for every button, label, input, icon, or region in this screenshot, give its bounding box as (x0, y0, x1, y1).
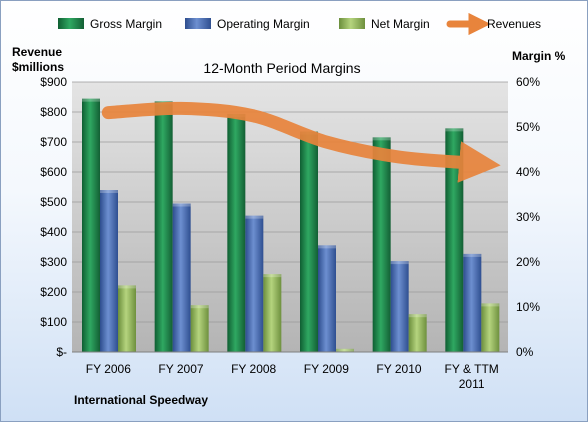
operating-margin-bar-highlight (172, 203, 191, 207)
y-right-tick-label: 10% (516, 300, 540, 314)
legend-label-revenues: Revenues (487, 17, 541, 31)
y-right-tick-label: 30% (516, 210, 540, 224)
x-tick-label: FY & TTM (445, 362, 499, 376)
net-margin-bar (263, 274, 282, 352)
gross-margin-bar (227, 113, 246, 352)
gross-margin-bar (82, 98, 100, 353)
operating-margin-bar-highlight (463, 253, 482, 257)
net-margin-bar-highlight (263, 274, 282, 278)
operating-margin-bar (100, 190, 118, 352)
gross-margin-bar (154, 101, 173, 352)
gross-margin-bar (300, 131, 318, 352)
net-margin-bar (190, 305, 209, 352)
y-right-label: Margin % (512, 49, 566, 63)
net-margin-bar-highlight (118, 285, 136, 289)
gross-margin-bar (372, 137, 391, 352)
x-tick-label: FY 2009 (304, 362, 349, 376)
y-right-tick-label: 40% (516, 165, 540, 179)
operating-margin-bar-highlight (100, 190, 118, 193)
legend-swatch-operating-margin (185, 18, 211, 29)
gridlines (72, 81, 508, 323)
net-margin-bar-highlight (481, 303, 500, 307)
y-left-tick-label: $600 (40, 165, 67, 179)
y-left-label-line2: $millions (12, 60, 64, 74)
chart-title: 12-Month Period Margins (203, 60, 360, 76)
y-left-tick-label: $800 (40, 105, 67, 119)
legend: Gross Margin Operating Margin Net Margin… (58, 12, 541, 36)
y-left-tick-label: $400 (40, 225, 67, 239)
revenues-series-line (101, 101, 501, 183)
net-margin-bar-highlight (408, 314, 427, 318)
gross-margin-bar-highlight (445, 128, 464, 132)
operating-margin-bar (172, 203, 191, 352)
x-tick-label-line2: 2011 (459, 377, 485, 391)
y-left-tick-label: $700 (40, 135, 67, 149)
x-tick-labels: FY 2006 FY 2007 FY 2008 FY 2009 FY 2010 FY & … (86, 362, 499, 391)
bars (82, 98, 500, 353)
net-margin-bar (118, 285, 136, 352)
y-right-ticks: 0% 10% 20% 30% 40% 50% 60% (516, 75, 540, 359)
net-margin-bar-highlight (190, 305, 209, 309)
x-tick-label: FY 2007 (158, 362, 203, 376)
revenues-line (101, 101, 501, 183)
legend-swatch-gross-margin (58, 18, 84, 29)
net-margin-bar (336, 348, 354, 352)
operating-margin-bar (318, 245, 336, 352)
gross-margin-bar-highlight (82, 98, 100, 102)
net-margin-bar (481, 303, 500, 352)
operating-margin-bar-highlight (318, 245, 336, 249)
y-left-tick-label: $300 (40, 255, 67, 269)
legend-swatch-net-margin (339, 18, 365, 29)
gross-margin-bar-highlight (372, 137, 391, 141)
legend-label-operating-margin: Operating Margin (217, 17, 310, 31)
legend-label-net-margin: Net Margin (371, 17, 430, 31)
gross-margin-bar (445, 128, 464, 352)
operating-margin-bar (390, 261, 409, 352)
x-tick-label: FY 2010 (376, 362, 421, 376)
y-left-tick-label: $900 (40, 75, 67, 89)
y-right-tick-label: 60% (516, 75, 540, 89)
net-margin-bar (408, 314, 427, 352)
y-right-tick-label: 50% (516, 120, 540, 134)
operating-margin-bar-highlight (390, 261, 409, 265)
operating-margin-bar (463, 253, 482, 352)
y-left-tick-label: $100 (40, 315, 67, 329)
net-margin-bar-highlight (336, 348, 354, 352)
operating-margin-bar (245, 215, 264, 352)
x-tick-label: FY 2006 (86, 362, 131, 376)
operating-margin-bar-highlight (245, 215, 264, 219)
y-right-tick-label: 20% (516, 255, 540, 269)
y-left-label-line1: Revenue (12, 45, 62, 59)
y-right-tick-label: 0% (516, 345, 534, 359)
y-left-tick-label: $200 (40, 285, 67, 299)
footer-label: International Speedway (74, 393, 208, 407)
legend-label-gross-margin: Gross Margin (90, 17, 162, 31)
x-tick-label: FY 2008 (231, 362, 276, 376)
y-left-tick-label: $500 (40, 195, 67, 209)
y-left-tick-label: $- (56, 345, 67, 359)
y-left-ticks: $- $100 $200 $300 $400 $500 $600 $700 $800 $900 (40, 75, 67, 359)
